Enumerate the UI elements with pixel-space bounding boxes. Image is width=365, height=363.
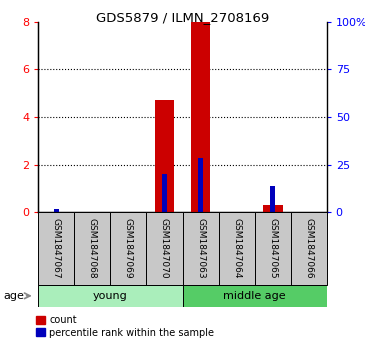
Bar [38,285,182,307]
Bar [182,212,219,285]
Bar [291,212,327,285]
Bar [270,186,275,212]
Bar [182,285,327,307]
Text: GSM1847065: GSM1847065 [268,218,277,279]
Text: age: age [4,291,24,301]
Text: GSM1847063: GSM1847063 [196,218,205,279]
Text: middle age: middle age [223,291,286,301]
Bar [54,209,58,212]
Text: GSM1847068: GSM1847068 [88,218,97,279]
Text: young: young [93,291,128,301]
Text: GDS5879 / ILMN_2708169: GDS5879 / ILMN_2708169 [96,11,269,24]
Text: GSM1847064: GSM1847064 [232,218,241,279]
Text: GSM1847069: GSM1847069 [124,218,133,279]
Bar [146,212,182,285]
Bar [255,212,291,285]
Text: GSM1847067: GSM1847067 [52,218,61,279]
Bar [263,205,283,212]
Bar [162,174,167,212]
Bar [74,212,111,285]
Bar [110,212,146,285]
Bar [191,22,211,212]
Bar [38,212,74,285]
Legend: count, percentile rank within the sample: count, percentile rank within the sample [36,315,215,338]
Text: GSM1847066: GSM1847066 [304,218,313,279]
Bar [219,212,254,285]
Text: GSM1847070: GSM1847070 [160,218,169,279]
Bar [154,101,174,212]
Bar [198,158,203,212]
